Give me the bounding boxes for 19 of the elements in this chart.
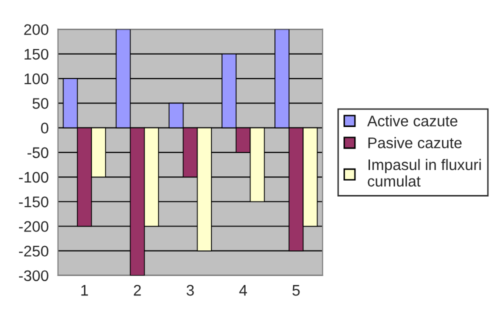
- y-tick-label: 0: [41, 122, 48, 134]
- y-tick-label: -250: [19, 246, 48, 257]
- y-tick-label: -50: [28, 147, 48, 158]
- y-tick-label: 200: [24, 24, 48, 36]
- legend-label: Pasive cazute: [368, 137, 462, 148]
- y-tick-label: -100: [19, 172, 48, 183]
- x-tick-label: 2: [134, 284, 141, 296]
- legend-label: Impasul in fluxuri cumulat: [368, 158, 481, 187]
- x-tick-label: 1: [81, 285, 88, 296]
- y-tick-label: -200: [19, 221, 48, 232]
- y-tick-label: 150: [24, 48, 48, 60]
- x-tick-label: 4: [239, 285, 247, 296]
- x-tick-label: 5: [292, 285, 300, 296]
- y-tick-label: -150: [19, 196, 48, 208]
- legend-label: Active cazute: [367, 115, 458, 126]
- y-tick-label: -300: [19, 270, 48, 282]
- y-tick-label: 50: [32, 98, 48, 109]
- y-tick-label: 100: [24, 73, 48, 84]
- x-tick-label: 3: [186, 284, 194, 296]
